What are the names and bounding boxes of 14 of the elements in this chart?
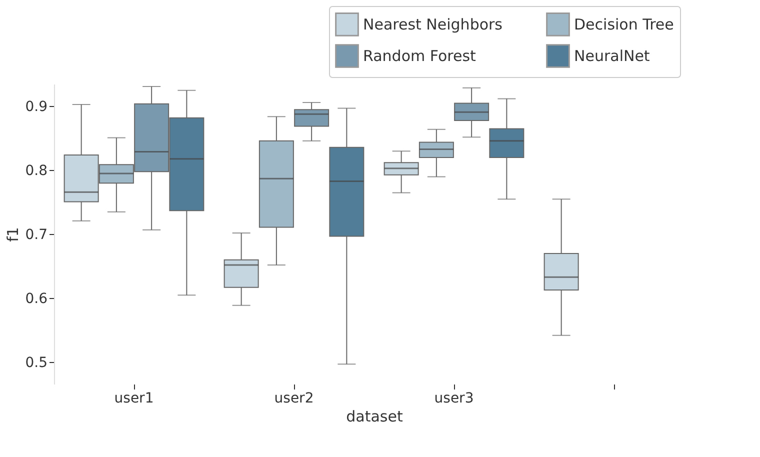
legend-label: Decision Tree bbox=[574, 15, 674, 34]
y-tick-label: 0.9 bbox=[25, 98, 48, 115]
x-tick-label: user2 bbox=[274, 390, 314, 406]
y-tick-label: 0.7 bbox=[25, 226, 48, 243]
x-tick-label: user3 bbox=[434, 390, 474, 406]
y-tick-label: 0.5 bbox=[25, 354, 48, 371]
x-axis-title: dataset bbox=[346, 408, 403, 426]
legend-label: Nearest Neighbors bbox=[363, 15, 503, 34]
y-tick-label: 0.8 bbox=[25, 162, 48, 179]
y-tick-label: 0.6 bbox=[25, 290, 48, 307]
x-tick-label: user1 bbox=[114, 390, 154, 406]
legend-label: Random Forest bbox=[363, 47, 476, 65]
y-axis-title: f1 bbox=[4, 227, 22, 242]
legend-label: NeuralNet bbox=[574, 47, 650, 65]
